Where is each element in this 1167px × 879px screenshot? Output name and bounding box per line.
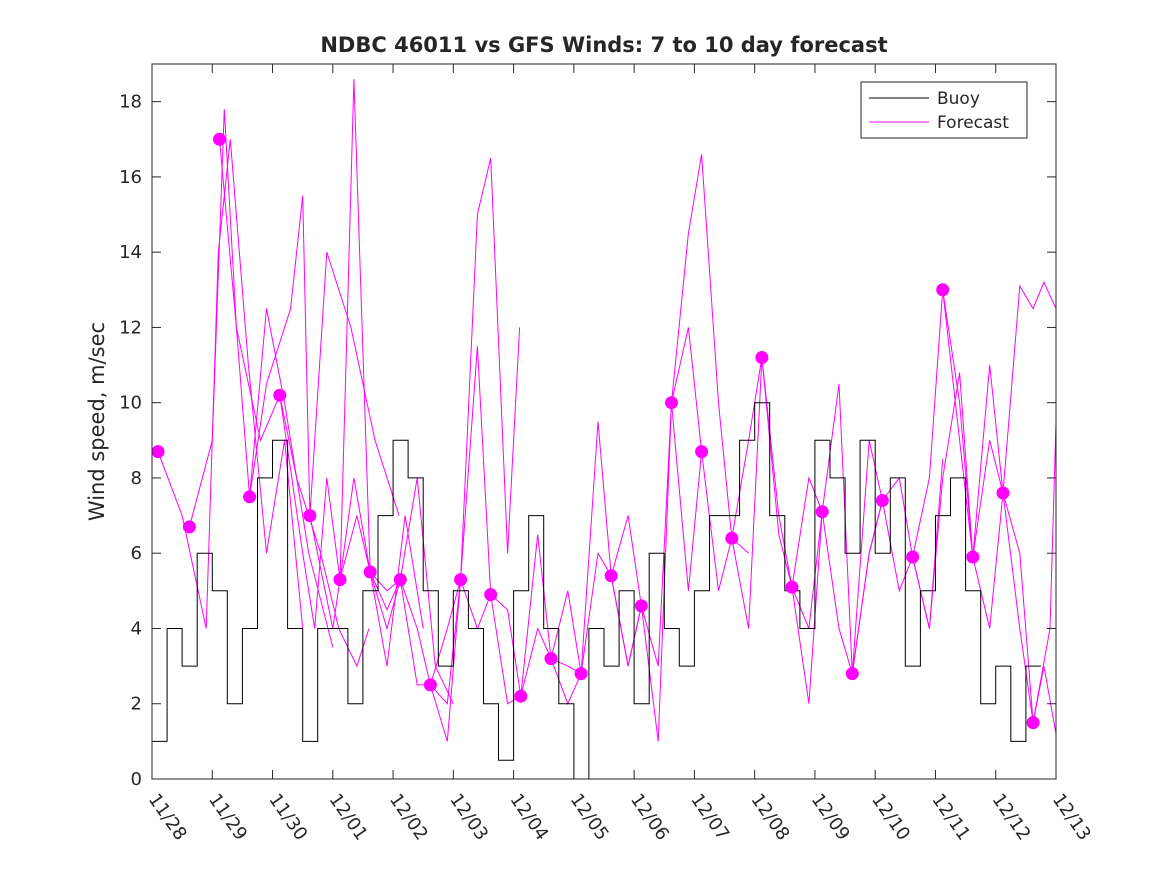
forecast-series-line	[157, 139, 304, 629]
y-tick-label: 6	[131, 543, 142, 564]
forecast-series-line	[369, 157, 521, 742]
forecast-marker	[785, 580, 799, 594]
forecast-marker	[574, 667, 588, 681]
forecast-marker	[815, 505, 829, 519]
forecast-marker	[875, 494, 889, 507]
forecast-marker	[634, 599, 648, 613]
forecast-series-line	[731, 357, 883, 674]
forecast-marker	[695, 445, 709, 459]
forecast-marker	[393, 573, 407, 587]
forecast-marker	[936, 283, 950, 297]
forecast-marker	[273, 388, 287, 402]
forecast-series-line	[219, 139, 370, 668]
forecast-marker	[755, 351, 769, 364]
legend: Buoy Forecast	[860, 81, 1028, 139]
forecast-marker	[906, 550, 920, 564]
forecast-series-line	[550, 327, 703, 706]
forecast-marker	[604, 569, 618, 583]
axes-frame	[151, 63, 1057, 780]
forecast-marker	[182, 520, 196, 534]
forecast-marker	[484, 588, 498, 602]
y-tick-label: 14	[119, 242, 142, 263]
y-tick-label: 18	[119, 92, 142, 113]
forecast-marker	[1026, 716, 1040, 730]
forecast-marker	[151, 445, 165, 459]
y-tick-label: 12	[119, 317, 142, 338]
forecast-marker	[333, 573, 347, 587]
forecast-marker	[363, 565, 377, 579]
forecast-series-line	[610, 154, 749, 742]
y-tick-label: 10	[119, 393, 142, 414]
forecast-marker	[454, 573, 468, 587]
y-tick-label: 4	[131, 618, 142, 639]
forecast-marker	[303, 509, 317, 523]
y-tick-label: 2	[131, 694, 142, 715]
forecast-marker	[423, 678, 437, 692]
forecast-series-line	[851, 372, 1004, 674]
forecast-marker	[966, 550, 980, 564]
forecast-marker	[665, 396, 678, 410]
y-tick-label: 16	[119, 167, 142, 188]
forecast-series-line	[309, 477, 454, 704]
legend-box	[860, 81, 1028, 139]
forecast-marker	[213, 132, 226, 146]
forecast-marker	[243, 490, 257, 504]
legend-label-forecast: Forecast	[937, 113, 1009, 133]
forecast-marker	[514, 689, 528, 703]
y-tick-label: 8	[131, 468, 142, 489]
plot-area	[151, 79, 1057, 780]
chart-title: NDBC 46011 vs GFS Winds: 7 to 10 day for…	[320, 33, 887, 57]
forecast-series-line	[339, 346, 492, 686]
forecast-series-line	[279, 79, 424, 667]
forecast-marker	[544, 652, 558, 666]
legend-label-buoy: Buoy	[937, 89, 980, 109]
forecast-marker	[996, 486, 1010, 500]
y-tick-label: 0	[131, 769, 142, 790]
y-axis-label: Wind speed, m/sec	[85, 322, 109, 521]
forecast-marker	[725, 531, 739, 545]
forecast-marker	[845, 667, 859, 681]
buoy-series-line	[152, 402, 1041, 780]
